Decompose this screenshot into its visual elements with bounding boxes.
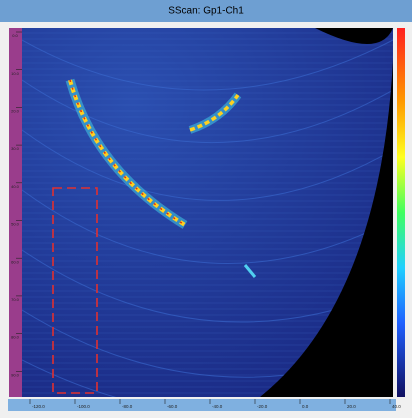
bottom-ruler-label: -60.0 [167,404,178,409]
scan-image [22,28,393,413]
left-ruler-label: 30.0 [11,146,20,151]
bottom-ruler-label: -40.0 [212,404,223,409]
left-ruler-label: 40.0 [11,184,20,189]
bottom-ruler-label: 20.0 [347,404,356,409]
left-ruler [9,28,22,397]
bottom-ruler-label: -100.0 [77,404,90,409]
left-ruler-label: 50.0 [11,222,20,227]
bottom-ruler-label: -120.0 [32,404,45,409]
bottom-ruler-label: 0.0 [302,404,309,409]
left-ruler-label: 90.0 [11,372,20,377]
left-ruler-label: 20.0 [11,108,20,113]
page: SScan: Gp1-Ch1 0.0 10.0 20.0 30.0 40.0 50.0 60… [0,0,412,413]
left-ruler-label: 70.0 [11,297,20,302]
left-ruler-label: 0.0 [12,33,18,38]
bottom-ruler [8,399,396,411]
bottom-ruler-label: 40.0 [392,404,401,409]
left-ruler-label: 60.0 [11,259,20,264]
color-scale [397,28,405,397]
window-title: SScan: Gp1-Ch1 [168,6,244,17]
bottom-ruler-label: -80.0 [122,404,133,409]
sscan-window: SScan: Gp1-Ch1 0.0 10.0 20.0 30.0 40.0 50.0 60… [0,0,412,413]
left-ruler-label: 10.0 [11,71,20,76]
bottom-ruler-label: -20.0 [257,404,268,409]
left-ruler-label: 80.0 [11,335,20,340]
